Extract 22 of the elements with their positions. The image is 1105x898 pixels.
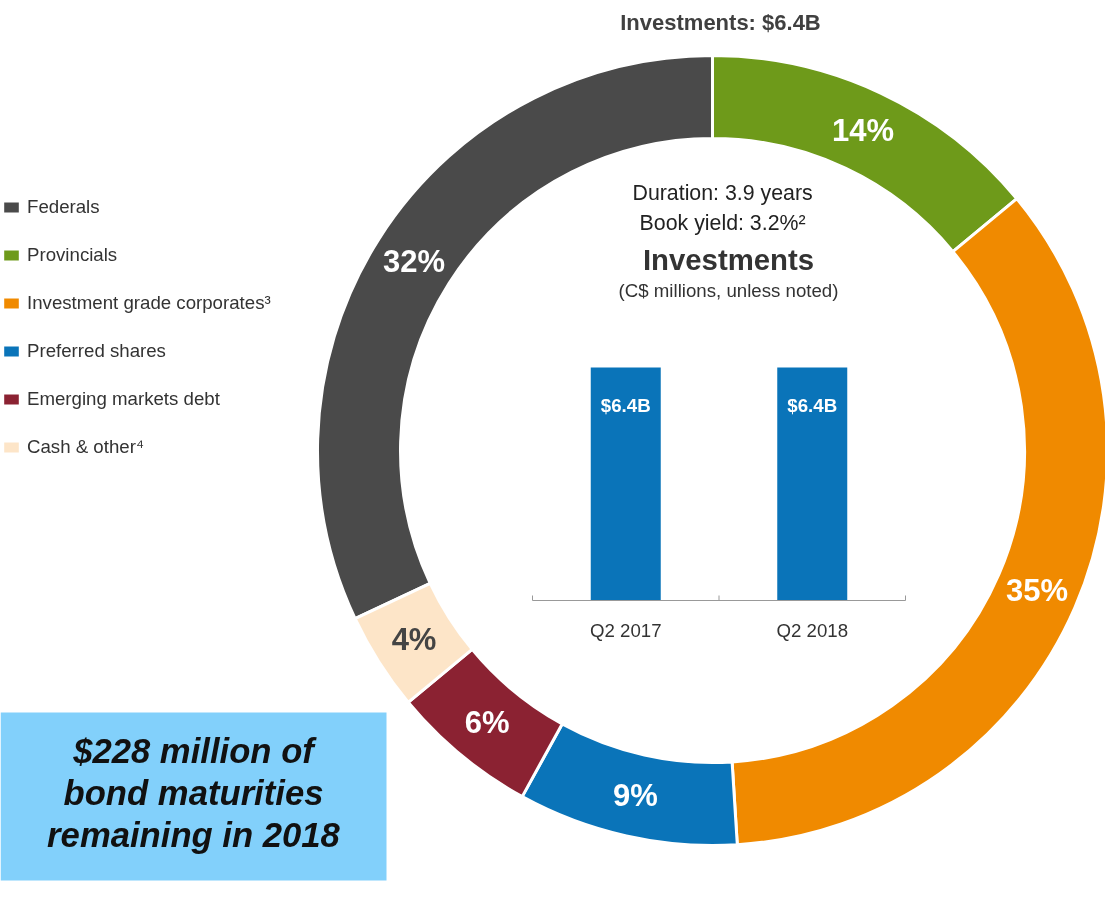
data-label: 35% [1005, 573, 1068, 609]
x-tick-label: Q2 2017 [589, 620, 662, 641]
legend-label: Investment grade corporates³ [27, 292, 271, 314]
chart-title: Investments [642, 243, 815, 276]
data-label: 9% [612, 777, 658, 813]
text: Book yield: 3.2%² [639, 210, 806, 235]
legend-label: Preferred shares [27, 340, 166, 362]
data-label: 6% [464, 705, 510, 741]
x-tick-label: Q2 2018 [776, 620, 849, 641]
text: $228 million of bond maturities remaining in 2018 [47, 731, 341, 854]
text: Duration: 3.9 years [632, 180, 813, 205]
legend-label: Provincials [27, 244, 118, 266]
data-label: 32% [383, 243, 446, 279]
chart-subtitle: (C$ millions, unless noted) [618, 280, 839, 301]
data-label: 14% [831, 113, 895, 149]
legend-label: Cash & other⁴ [27, 436, 144, 458]
data-label: $6.4B [600, 395, 651, 416]
legend-label: Emerging markets debt [27, 388, 220, 410]
data-label: 4% [391, 622, 437, 658]
chart-title: Investments: $6.4B [620, 10, 821, 35]
data-label: $6.4B [787, 395, 838, 416]
legend-label: Federals [27, 196, 100, 218]
